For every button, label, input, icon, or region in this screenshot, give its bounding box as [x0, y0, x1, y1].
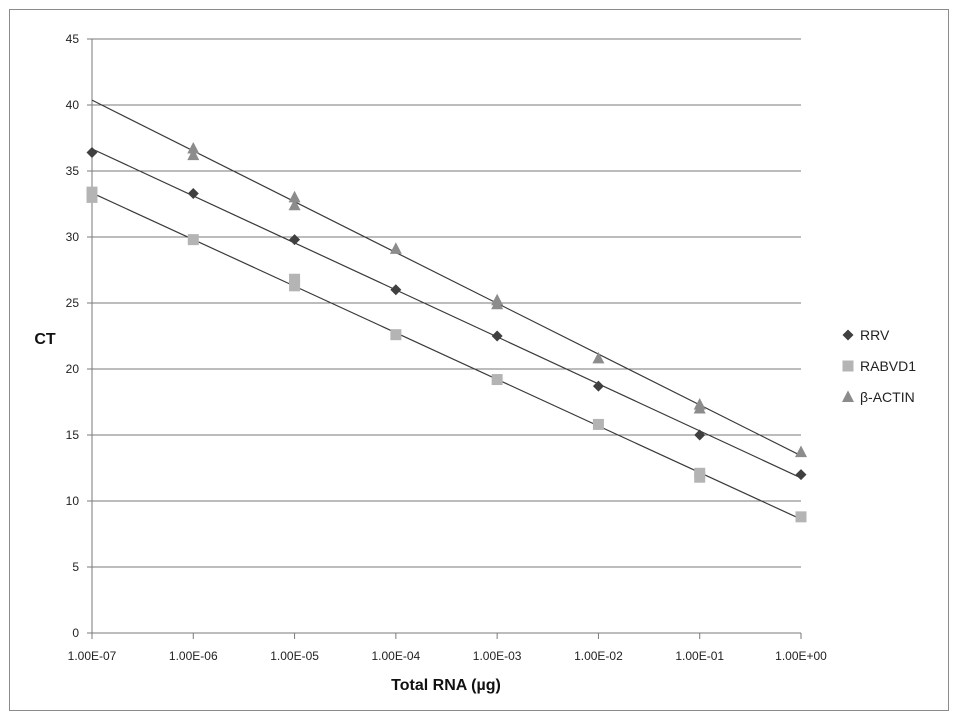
- y-tick-label: 30: [66, 230, 80, 244]
- y-tick-labels: 0 5 10 15 20 25 30 35 40 45: [66, 32, 80, 640]
- trendline--actin: [91, 99, 802, 457]
- x-axis-title: Total RNA (µg): [391, 677, 501, 694]
- point--actin: [389, 242, 402, 254]
- point--actin: [592, 351, 605, 364]
- trendlines: [91, 99, 802, 520]
- trendline-rabvd1: [91, 192, 802, 520]
- point-rabvd1: [86, 191, 98, 203]
- point-rrv: [187, 187, 199, 199]
- point--actin: [693, 402, 706, 414]
- y-tick-label: 0: [72, 626, 79, 640]
- point--actin: [187, 141, 200, 154]
- data-points: [86, 141, 807, 523]
- x-tick-label: 1.00E-06: [169, 649, 218, 663]
- x-tick-label: 1.00E+00: [775, 649, 827, 663]
- x-tick-label: 1.00E-07: [68, 649, 117, 663]
- point-rabvd1: [187, 234, 199, 246]
- point-rrv: [694, 429, 706, 441]
- point-rabvd1: [390, 329, 402, 341]
- y-tick-label: 5: [72, 560, 79, 574]
- point-rrv: [390, 284, 402, 296]
- y-tick-label: 10: [66, 494, 80, 508]
- legend-label-rrv: RRV: [860, 327, 890, 343]
- point-rrv: [592, 380, 604, 392]
- point-rrv: [491, 330, 503, 342]
- y-tick-label: 25: [66, 296, 80, 310]
- point-rrv: [86, 147, 98, 159]
- legend-marker-rabvd1: [842, 360, 854, 372]
- point--actin: [491, 297, 504, 310]
- y-tick-label: 45: [66, 32, 80, 46]
- point-rabvd1: [694, 471, 706, 483]
- y-tick-label: 20: [66, 362, 80, 376]
- y-axis-title: CT: [34, 331, 56, 348]
- point--actin: [288, 190, 301, 203]
- legend-label-rabvd1: RABVD1: [860, 358, 916, 374]
- legend-marker--actin: [842, 390, 854, 402]
- point-rabvd1: [289, 273, 301, 285]
- point-rabvd1: [289, 280, 301, 292]
- x-tick-label: 1.00E-03: [473, 649, 522, 663]
- y-tick-label: 35: [66, 164, 80, 178]
- legend-label--actin: β-ACTIN: [860, 389, 915, 405]
- point-rabvd1: [491, 374, 503, 386]
- trendline-rrv: [91, 148, 802, 479]
- axes: [87, 38, 802, 639]
- x-tick-label: 1.00E-01: [675, 649, 724, 663]
- x-tick-labels: 1.00E-07 1.00E-06 1.00E-05 1.00E-04 1.00E-03…: [68, 649, 828, 663]
- point-rabvd1: [795, 511, 807, 523]
- point-rrv: [289, 234, 301, 246]
- legend: RRV RABVD1 β-ACTIN: [842, 327, 916, 405]
- x-tick-label: 1.00E-02: [574, 649, 623, 663]
- point-rabvd1: [592, 418, 604, 430]
- legend-marker-rrv: [842, 329, 854, 341]
- point--actin: [795, 445, 807, 458]
- x-tick-label: 1.00E-05: [270, 649, 319, 663]
- x-tick-label: 1.00E-04: [372, 649, 421, 663]
- chart-frame: [9, 9, 949, 711]
- y-tick-label: 40: [66, 98, 80, 112]
- point-rrv: [795, 469, 807, 481]
- point--actin: [187, 148, 200, 161]
- gridlines: [92, 38, 801, 568]
- y-tick-label: 15: [66, 428, 80, 442]
- point--actin: [288, 198, 301, 211]
